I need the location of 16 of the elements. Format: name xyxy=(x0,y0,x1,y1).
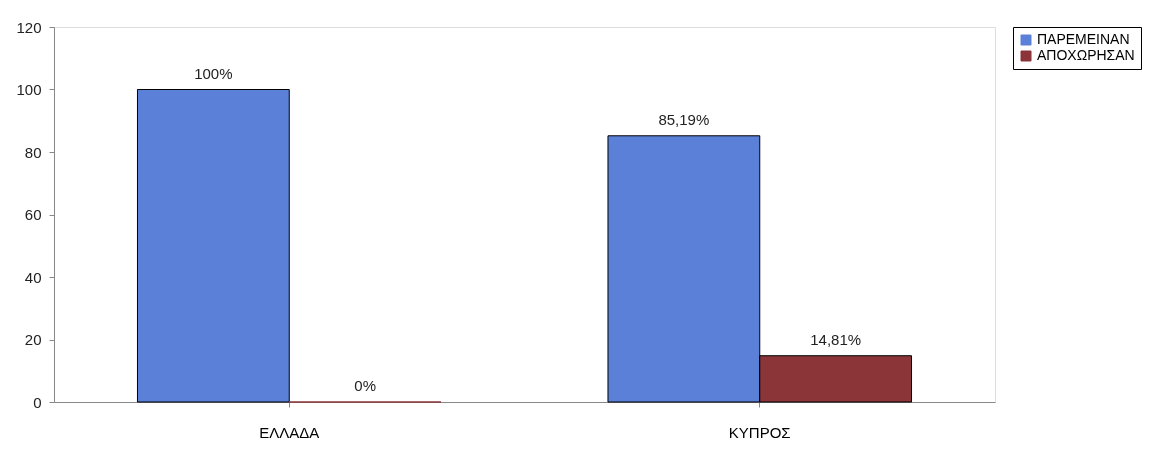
data-label: 14,81% xyxy=(810,330,862,348)
y-tick-label: 100 xyxy=(16,81,42,98)
y-tick-label: 120 xyxy=(16,18,42,36)
data-label: 85,19% xyxy=(658,110,710,128)
y-tick-label: 0 xyxy=(33,393,42,411)
y-tick-label: 60 xyxy=(24,206,42,223)
data-label: 0% xyxy=(354,377,376,394)
bar xyxy=(136,89,290,403)
y-tick-label: 40 xyxy=(24,268,42,286)
x-tick-label: ΚΥΠΡΟΣ xyxy=(728,423,791,441)
y-tick-label: 80 xyxy=(24,143,42,161)
legend-label: ΑΠΟΧΩΡΗΣΑΝ xyxy=(1037,47,1135,63)
data-label: 100% xyxy=(194,64,233,82)
legend-label: ΠΑΡΕΜΕΙΝΑΝ xyxy=(1037,31,1130,47)
x-tick-label: ΕΛΛΑΔΑ xyxy=(259,423,320,441)
y-tick-label: 20 xyxy=(24,331,42,348)
